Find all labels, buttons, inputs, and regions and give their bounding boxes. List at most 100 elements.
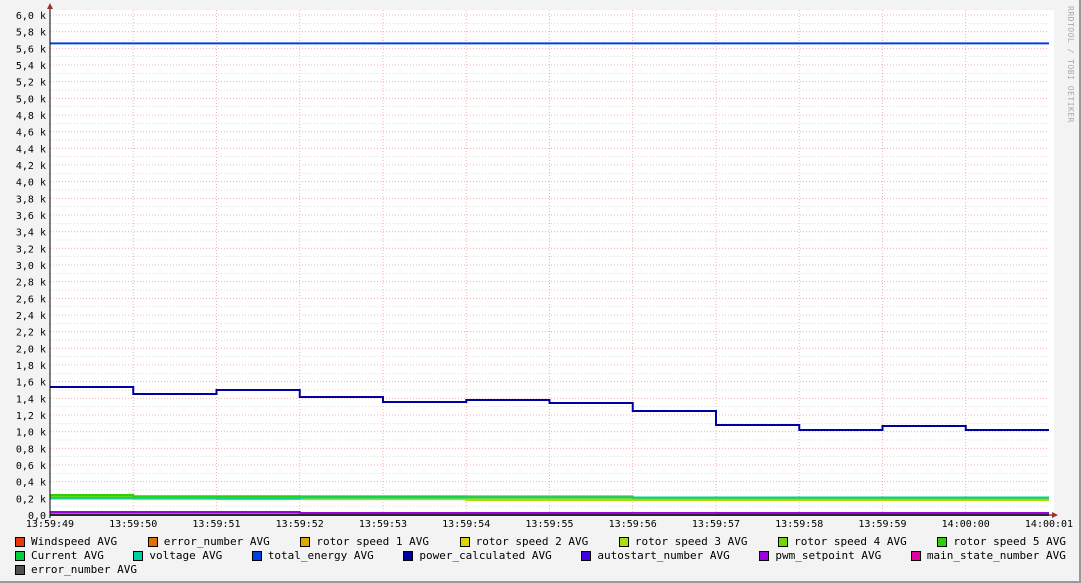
- series-line: [50, 497, 1049, 501]
- y-tick-label: 2,6 k: [16, 294, 46, 305]
- x-tick-label: 13:59:50: [109, 519, 157, 530]
- y-tick-label: 4,2 k: [16, 161, 46, 172]
- legend-item: rotor speed 4 AVG: [778, 535, 907, 548]
- watermark: RRDTOOL / TOBI OETIKER: [1066, 6, 1075, 123]
- series-line: [50, 511, 1049, 514]
- y-tick-label: 1,2 k: [16, 411, 46, 422]
- x-tick-label: 13:59:56: [609, 519, 657, 530]
- legend-label: power_calculated AVG: [419, 549, 552, 562]
- legend-item: error_number AVG: [15, 563, 137, 576]
- legend-swatch: [581, 550, 592, 561]
- legend-label: voltage AVG: [149, 549, 223, 562]
- x-tick-label: 13:59:57: [692, 519, 740, 530]
- x-tick-label: 13:59:53: [359, 519, 407, 530]
- legend-item: autostart_number AVG: [581, 549, 730, 562]
- legend-item: rotor speed 1 AVG: [300, 535, 429, 548]
- y-tick-label: 0,6 k: [16, 461, 46, 472]
- y-tick-label: 5,4 k: [16, 61, 46, 72]
- legend-swatch: [759, 550, 770, 561]
- legend-item: error_number AVG: [147, 535, 270, 548]
- series-line: [50, 386, 1049, 431]
- y-tick-label: 5,6 k: [16, 44, 46, 55]
- y-tick-label: 2,2 k: [16, 328, 46, 339]
- legend-swatch: [937, 536, 948, 547]
- legend-swatch: [910, 550, 921, 561]
- legend-item: power_calculated AVG: [403, 549, 552, 562]
- legend-item: rotor speed 3 AVG: [618, 535, 748, 548]
- y-tick-label: 3,0 k: [16, 261, 46, 272]
- plot-area: [50, 10, 1054, 515]
- legend-swatch: [15, 564, 25, 575]
- y-tick-label: 4,6 k: [16, 128, 46, 139]
- legend-label: error_number AVG: [31, 563, 137, 576]
- legend-label: autostart_number AVG: [597, 549, 730, 562]
- x-tick-label: 14:00:01: [1025, 519, 1073, 530]
- legend-label: Windspeed AVG: [31, 535, 118, 548]
- legend-swatch: [403, 550, 414, 561]
- y-tick-label: 0,4 k: [16, 478, 46, 489]
- legend-label: error_number AVG: [163, 535, 270, 548]
- y-tick-label: 2,8 k: [16, 278, 46, 289]
- y-tick-label: 0,0: [28, 511, 46, 522]
- x-tick-label: 13:59:54: [442, 519, 490, 530]
- legend-swatch: [778, 536, 789, 547]
- y-tick-label: 2,0 k: [16, 344, 46, 355]
- legend-label: main_state_number AVG: [926, 549, 1066, 562]
- legend-label: pwm_setpoint AVG: [775, 549, 882, 562]
- x-tick-label: 13:59:59: [858, 519, 906, 530]
- x-tick-label: 14:00:00: [942, 519, 990, 530]
- x-axis-arrow: [1052, 512, 1058, 518]
- series-line: [50, 496, 1049, 500]
- y-tick-label: 0,8 k: [16, 444, 46, 455]
- y-tick-label: 1,6 k: [16, 378, 46, 389]
- y-tick-label: 3,4 k: [16, 228, 46, 239]
- y-tick-label: 6,0 k: [16, 11, 46, 22]
- y-tick-label: 4,0 k: [16, 178, 46, 189]
- legend-swatch: [147, 536, 158, 547]
- x-tick-label: 13:59:52: [276, 519, 324, 530]
- legend-label: Current AVG: [31, 549, 104, 562]
- legend-swatch: [618, 536, 629, 547]
- legend-swatch: [15, 550, 25, 561]
- y-tick-label: 1,0 k: [16, 428, 46, 439]
- y-tick-label: 3,2 k: [16, 244, 46, 255]
- legend-row: Windspeed AVG error_number AVG rotor speed…: [15, 535, 1066, 548]
- legend-row: error_number AVG: [15, 563, 1066, 576]
- y-tick-label: 5,8 k: [16, 28, 46, 39]
- legend-item: main_state_number AVG: [910, 549, 1066, 562]
- y-tick-label: 4,8 k: [16, 111, 46, 122]
- y-axis-arrow: [47, 3, 53, 9]
- legend-item: Current AVG: [15, 549, 104, 562]
- y-tick-label: 5,2 k: [16, 78, 46, 89]
- legend-item: voltage AVG: [133, 549, 222, 562]
- y-tick-label: 5,0 k: [16, 94, 46, 105]
- legend-item: rotor speed 5 AVG: [937, 535, 1066, 548]
- legend-swatch: [15, 536, 25, 547]
- legend-label: rotor speed 5 AVG: [953, 535, 1066, 548]
- x-tick-label: 13:59:55: [525, 519, 573, 530]
- y-tick-label: 3,6 k: [16, 211, 46, 222]
- x-tick-label: 13:59:51: [192, 519, 240, 530]
- y-tick-label: 0,2 k: [16, 494, 46, 505]
- y-tick-label: 1,4 k: [16, 394, 46, 405]
- legend-swatch: [133, 550, 144, 561]
- legend-swatch: [300, 536, 311, 547]
- legend-row: Current AVG voltage AVG total_energy AVG po…: [15, 549, 1066, 562]
- legend-label: rotor speed 2 AVG: [475, 535, 589, 548]
- legend-swatch: [459, 536, 470, 547]
- legend-item: Windspeed AVG: [15, 535, 117, 548]
- legend-label: total_energy AVG: [267, 549, 374, 562]
- legend-item: total_energy AVG: [251, 549, 374, 562]
- x-tick-label: 13:59:58: [775, 519, 823, 530]
- legend-item: pwm_setpoint AVG: [759, 549, 881, 562]
- legend-label: rotor speed 3 AVG: [634, 535, 748, 548]
- y-tick-label: 2,4 k: [16, 311, 46, 322]
- legend-swatch: [251, 550, 262, 561]
- legend-item: rotor speed 2 AVG: [459, 535, 589, 548]
- legend-label: rotor speed 1 AVG: [316, 535, 429, 548]
- y-tick-label: 3,8 k: [16, 194, 46, 205]
- y-tick-label: 4,4 k: [16, 144, 46, 155]
- y-tick-label: 1,8 k: [16, 361, 46, 372]
- x-tick-label: 13:59:49: [26, 519, 74, 530]
